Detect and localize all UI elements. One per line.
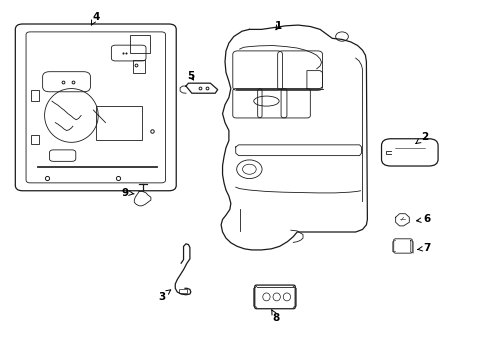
Text: 1: 1 — [274, 21, 282, 31]
Text: 8: 8 — [271, 310, 279, 323]
Text: 2: 2 — [415, 132, 427, 144]
Bar — [179, 289, 186, 293]
Bar — [31, 135, 39, 144]
Text: 3: 3 — [158, 290, 170, 302]
Bar — [130, 35, 150, 53]
Bar — [31, 90, 39, 101]
Text: 7: 7 — [417, 243, 430, 253]
Text: 5: 5 — [187, 71, 194, 81]
Bar — [96, 106, 142, 140]
Text: 9: 9 — [121, 188, 134, 198]
Text: 4: 4 — [91, 12, 99, 25]
Text: 6: 6 — [416, 215, 430, 224]
Bar — [133, 59, 145, 73]
